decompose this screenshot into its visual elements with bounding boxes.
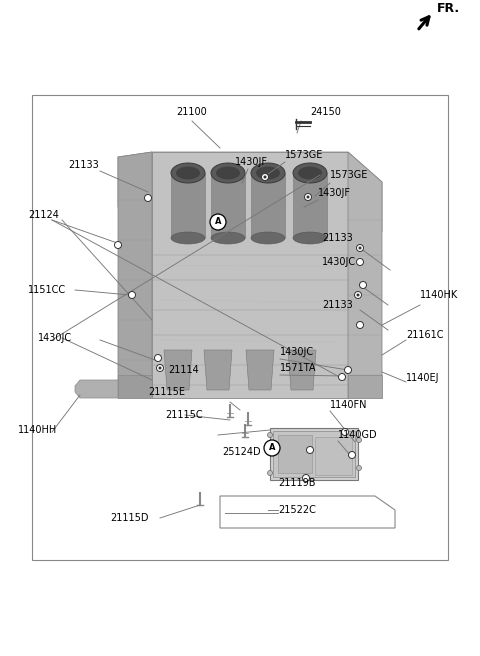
Polygon shape xyxy=(211,173,245,238)
Circle shape xyxy=(355,291,361,298)
Text: 21114: 21114 xyxy=(168,365,199,375)
Circle shape xyxy=(357,245,363,251)
Text: 1571TA: 1571TA xyxy=(280,363,316,373)
Ellipse shape xyxy=(298,167,322,180)
Circle shape xyxy=(338,373,346,380)
Polygon shape xyxy=(75,380,118,398)
Text: FR.: FR. xyxy=(437,3,460,16)
Text: 21115C: 21115C xyxy=(165,410,203,420)
Polygon shape xyxy=(118,152,152,398)
Circle shape xyxy=(144,194,152,201)
Polygon shape xyxy=(270,428,358,480)
Circle shape xyxy=(210,214,226,230)
Circle shape xyxy=(360,281,367,289)
Text: 21133: 21133 xyxy=(322,300,353,310)
Text: 21100: 21100 xyxy=(177,107,207,117)
Ellipse shape xyxy=(293,232,327,244)
Circle shape xyxy=(307,195,310,199)
Circle shape xyxy=(115,241,121,249)
Text: 1140GD: 1140GD xyxy=(338,430,378,440)
Polygon shape xyxy=(118,152,382,237)
Text: 1140HH: 1140HH xyxy=(18,425,57,435)
Polygon shape xyxy=(164,350,192,390)
Circle shape xyxy=(302,474,310,482)
Text: 21124: 21124 xyxy=(28,210,59,220)
Circle shape xyxy=(264,440,280,456)
Ellipse shape xyxy=(251,232,285,244)
Text: 1430JF: 1430JF xyxy=(318,188,351,198)
Text: 25124D: 25124D xyxy=(222,447,261,457)
Polygon shape xyxy=(278,435,312,473)
Ellipse shape xyxy=(176,167,200,180)
Text: 21522C: 21522C xyxy=(278,505,316,515)
Text: 21115D: 21115D xyxy=(110,513,148,523)
Circle shape xyxy=(357,466,361,470)
Polygon shape xyxy=(288,350,316,390)
Ellipse shape xyxy=(211,163,245,183)
Text: 1140EJ: 1140EJ xyxy=(406,373,440,383)
Text: 1430JC: 1430JC xyxy=(322,257,356,267)
Text: 24150: 24150 xyxy=(310,107,341,117)
Circle shape xyxy=(267,432,273,438)
Text: 21133: 21133 xyxy=(68,160,99,170)
Circle shape xyxy=(357,293,360,297)
Circle shape xyxy=(357,438,361,443)
Text: 1151CC: 1151CC xyxy=(28,285,66,295)
Text: 1430JF: 1430JF xyxy=(235,157,268,167)
Ellipse shape xyxy=(293,163,327,183)
Ellipse shape xyxy=(171,232,205,244)
Polygon shape xyxy=(293,173,327,238)
Polygon shape xyxy=(348,152,382,398)
Circle shape xyxy=(264,176,266,178)
Polygon shape xyxy=(273,431,355,477)
Polygon shape xyxy=(171,173,205,238)
Text: 1140FN: 1140FN xyxy=(330,400,368,410)
Circle shape xyxy=(155,354,161,361)
Ellipse shape xyxy=(171,163,205,183)
Circle shape xyxy=(262,173,268,180)
Text: 21119B: 21119B xyxy=(278,478,315,488)
Circle shape xyxy=(357,258,363,266)
Polygon shape xyxy=(204,350,232,390)
Text: 1573GE: 1573GE xyxy=(285,150,324,160)
Polygon shape xyxy=(246,350,274,390)
Circle shape xyxy=(357,321,363,329)
Text: A: A xyxy=(269,443,275,453)
Polygon shape xyxy=(152,152,348,398)
Text: 1430JC: 1430JC xyxy=(38,333,72,343)
Circle shape xyxy=(348,451,356,459)
Polygon shape xyxy=(348,375,382,398)
Circle shape xyxy=(156,365,164,371)
Circle shape xyxy=(304,194,312,201)
Text: A: A xyxy=(215,218,221,226)
Polygon shape xyxy=(251,173,285,238)
Text: 1140HK: 1140HK xyxy=(420,290,458,300)
Circle shape xyxy=(129,291,135,298)
Ellipse shape xyxy=(211,232,245,244)
Circle shape xyxy=(341,428,348,436)
Text: 21161C: 21161C xyxy=(406,330,444,340)
Text: 21133: 21133 xyxy=(322,233,353,243)
Polygon shape xyxy=(315,437,352,475)
Ellipse shape xyxy=(251,163,285,183)
Circle shape xyxy=(267,470,273,476)
Text: 1573GE: 1573GE xyxy=(330,170,368,180)
Circle shape xyxy=(158,367,161,369)
Circle shape xyxy=(307,447,313,453)
Text: 1430JC: 1430JC xyxy=(280,347,314,357)
Bar xyxy=(32,95,448,560)
Text: 21115E: 21115E xyxy=(148,387,185,397)
Polygon shape xyxy=(220,496,395,528)
Ellipse shape xyxy=(256,167,280,180)
Circle shape xyxy=(345,367,351,373)
Polygon shape xyxy=(118,375,152,398)
Circle shape xyxy=(359,247,361,249)
Ellipse shape xyxy=(216,167,240,180)
